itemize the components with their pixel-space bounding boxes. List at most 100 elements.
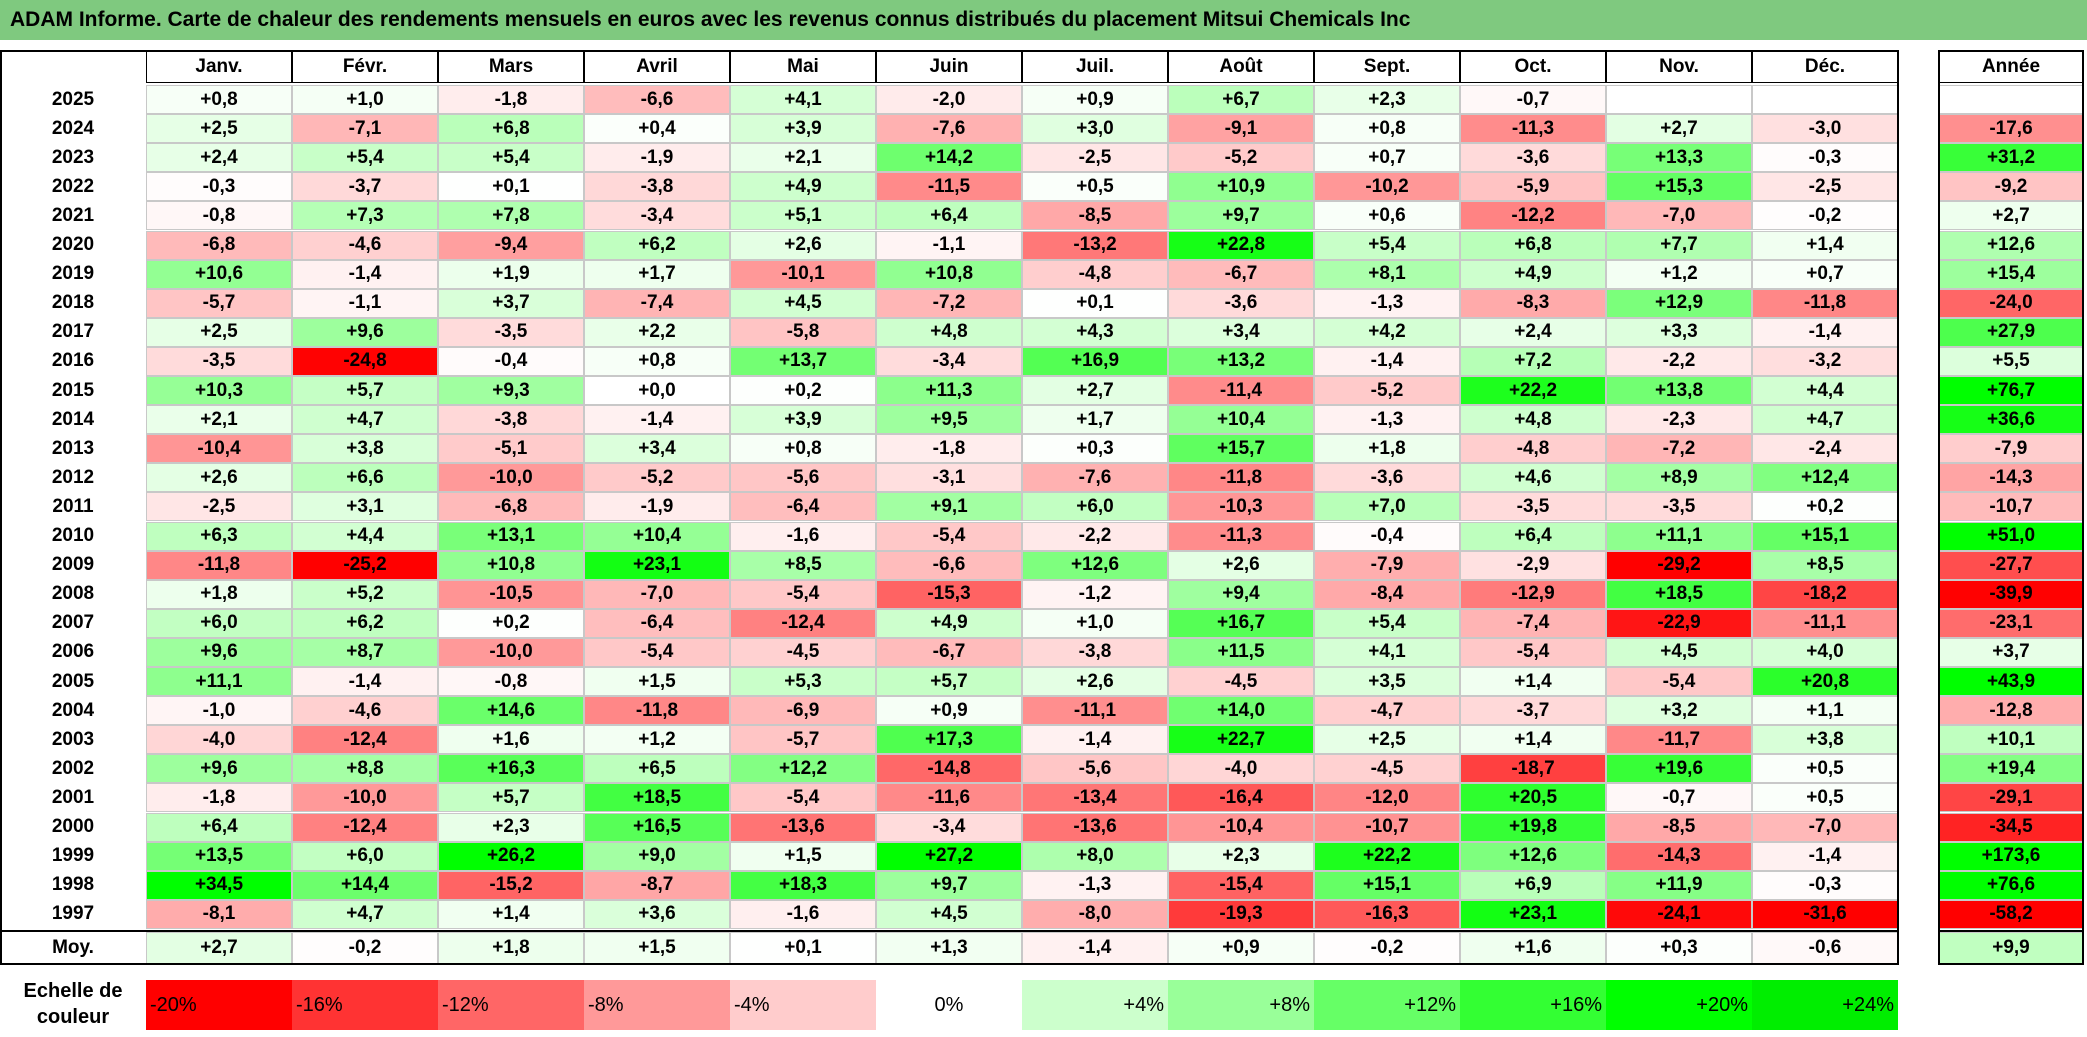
heatmap-cell: +3,9: [730, 114, 876, 144]
heatmap-cell: -3,5: [146, 346, 292, 376]
heatmap-cell: -11,1: [1752, 608, 1898, 638]
heatmap-cell: -18,2: [1752, 579, 1898, 609]
heatmap-cell: +15,3: [1606, 172, 1752, 202]
heatmap-cell: +4,3: [1022, 317, 1168, 347]
average-cell: +1,6: [1460, 931, 1606, 964]
heatmap-cell: +13,7: [730, 346, 876, 376]
row-year-label: 2011: [52, 495, 94, 517]
heatmap-cell: -6,4: [730, 492, 876, 522]
annual-cell: +3,7: [1938, 637, 2084, 667]
heatmap-cell: +13,3: [1606, 143, 1752, 173]
heatmap-cell: +20,8: [1752, 667, 1898, 697]
heatmap-cell: +0,7: [1314, 143, 1460, 173]
average-row-label: Moy.: [52, 936, 94, 958]
heatmap-cell: -13,6: [1022, 812, 1168, 842]
color-scale-swatch: -8%: [584, 980, 730, 1030]
heatmap-cell: +5,7: [438, 783, 584, 813]
average-cell: +0,3: [1606, 931, 1752, 964]
heatmap-cell: +9,1: [876, 492, 1022, 522]
heatmap-cell: -6,8: [146, 230, 292, 260]
annual-cell: [1938, 85, 2084, 115]
average-separator: [0, 929, 1899, 932]
heatmap-cell: -6,6: [584, 85, 730, 115]
heatmap-cell: -7,9: [1314, 550, 1460, 580]
heatmap-cell: -5,2: [1314, 376, 1460, 406]
heatmap-cell: -5,1: [438, 434, 584, 464]
row-year-label: 2007: [51, 612, 95, 634]
heatmap-cell: -31,6: [1752, 899, 1898, 929]
heatmap-cell: -10,7: [1314, 812, 1460, 842]
heatmap-cell: -1,4: [1752, 317, 1898, 347]
annual-cell: +173,6: [1938, 841, 2084, 871]
heatmap-cell: +22,8: [1168, 230, 1314, 260]
heatmap-cell: +2,1: [730, 143, 876, 173]
heatmap-cell: -11,3: [1168, 521, 1314, 551]
heatmap-cell: -7,2: [876, 288, 1022, 318]
heatmap-cell: +8,5: [730, 550, 876, 580]
heatmap-cell: -8,1: [146, 899, 292, 929]
average-cell: +1,8: [438, 931, 584, 964]
heatmap-cell: +12,9: [1606, 288, 1752, 318]
heatmap-cell: -3,6: [1168, 288, 1314, 318]
heatmap-cell: -2,5: [146, 492, 292, 522]
color-scale-swatch: -12%: [438, 980, 584, 1030]
heatmap-cell: +6,2: [584, 230, 730, 260]
column-header: Juin: [876, 50, 1022, 83]
heatmap-cell: +16,7: [1168, 608, 1314, 638]
annual-cell: -34,5: [1938, 812, 2084, 842]
heatmap-cell: -5,9: [1460, 172, 1606, 202]
heatmap-cell: +2,4: [1460, 317, 1606, 347]
heatmap-cell: -11,6: [876, 783, 1022, 813]
annual-cell: -14,3: [1938, 463, 2084, 493]
heatmap-cell: -11,3: [1460, 114, 1606, 144]
heatmap-cell: -7,0: [584, 579, 730, 609]
heatmap-cell: -1,2: [1022, 579, 1168, 609]
heatmap-cell: -2,0: [876, 85, 1022, 115]
heatmap-cell: +9,6: [146, 637, 292, 667]
heatmap-cell: -12,4: [730, 608, 876, 638]
heatmap-cell: -3,7: [292, 172, 438, 202]
heatmap-cell: -7,4: [1460, 608, 1606, 638]
annual-cell: -27,7: [1938, 550, 2084, 580]
heatmap-cell: +3,3: [1606, 317, 1752, 347]
heatmap-cell: +4,5: [1606, 637, 1752, 667]
heatmap-cell: +4,8: [876, 317, 1022, 347]
heatmap-cell: -10,4: [146, 434, 292, 464]
heatmap-cell: +4,8: [1460, 405, 1606, 435]
annual-cell: +43,9: [1938, 667, 2084, 697]
heatmap-cell: -8,4: [1314, 579, 1460, 609]
heatmap-cell: +0,6: [1314, 201, 1460, 231]
column-header: Févr.: [292, 50, 438, 83]
annual-cell: +2,7: [1938, 201, 2084, 231]
heatmap-cell: +9,6: [292, 317, 438, 347]
heatmap-cell: +1,4: [1460, 725, 1606, 755]
heatmap-cell: -3,5: [438, 317, 584, 347]
heatmap-cell: -6,7: [1168, 259, 1314, 289]
heatmap-cell: +19,8: [1460, 812, 1606, 842]
heatmap-cell: +4,7: [292, 405, 438, 435]
heatmap-cell: -25,2: [292, 550, 438, 580]
heatmap-cell: +10,8: [876, 259, 1022, 289]
heatmap-cell: -3,4: [584, 201, 730, 231]
heatmap-cell: -1,6: [730, 521, 876, 551]
column-header: Août: [1168, 50, 1314, 83]
average-cell: +0,9: [1168, 931, 1314, 964]
heatmap-cell: +6,8: [438, 114, 584, 144]
heatmap-cell: -6,4: [584, 608, 730, 638]
heatmap-cell: -7,0: [1606, 201, 1752, 231]
heatmap-cell: +1,6: [438, 725, 584, 755]
heatmap-cell: -3,4: [876, 812, 1022, 842]
heatmap-cell: +4,9: [730, 172, 876, 202]
heatmap-cell: +5,4: [438, 143, 584, 173]
heatmap-cell: -4,6: [292, 696, 438, 726]
heatmap-cell: -16,3: [1314, 899, 1460, 929]
row-year-label: 2021: [51, 204, 95, 226]
row-year-label: 2009: [51, 554, 95, 576]
heatmap-cell: +13,1: [438, 521, 584, 551]
heatmap-cell: +0,7: [1752, 259, 1898, 289]
heatmap-cell: -8,7: [584, 870, 730, 900]
row-year-label: 2022: [51, 175, 95, 197]
heatmap-cell: -3,5: [1606, 492, 1752, 522]
heatmap-cell: +11,5: [1168, 637, 1314, 667]
heatmap-cell: +8,7: [292, 637, 438, 667]
